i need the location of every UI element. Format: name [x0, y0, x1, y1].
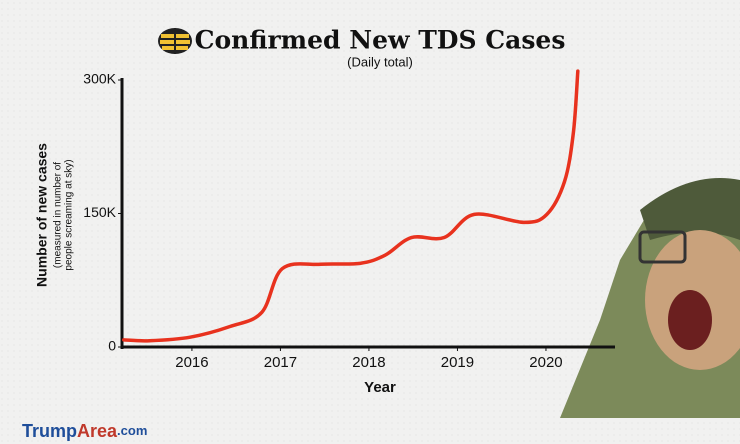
- y-tick-label: 0: [108, 338, 116, 354]
- y-tick-label: 300K: [83, 71, 116, 87]
- y-axis-label: Number of new cases: [34, 143, 50, 287]
- line: [122, 69, 580, 343]
- x-tick-label: 2018: [352, 354, 385, 371]
- logo: [158, 28, 192, 54]
- x-axis-label: Year: [364, 379, 396, 396]
- x-tick-label: 2016: [175, 354, 208, 371]
- watermark-part: Area: [77, 421, 118, 441]
- watermark-part: Trump: [22, 421, 77, 441]
- y-axis-note: people screaming at sky): [64, 159, 75, 270]
- person-illustration: [560, 178, 740, 418]
- x-tick-label: 2017: [264, 354, 297, 371]
- chart-title: Confirmed New TDS Cases: [195, 26, 566, 55]
- chart-subtitle: (Daily total): [347, 54, 413, 69]
- y-tick-label: 150K: [83, 204, 116, 220]
- watermark-part: .com: [117, 423, 147, 438]
- y-axis-note: (measured in number of: [53, 162, 64, 268]
- x-tick-label: 2020: [529, 354, 562, 371]
- watermark: TrumpArea.com: [22, 421, 147, 441]
- x-tick-label: 2019: [441, 354, 474, 371]
